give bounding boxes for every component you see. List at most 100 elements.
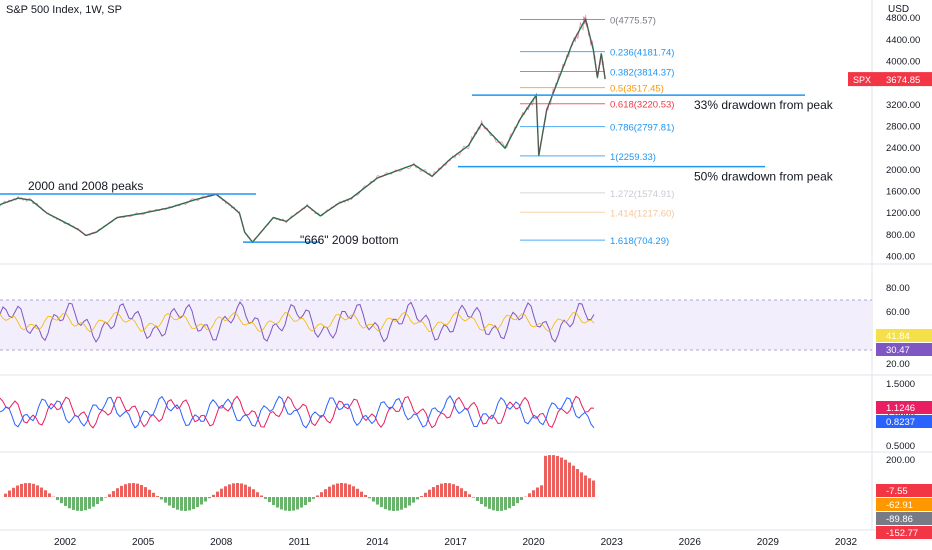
histogram-bar xyxy=(280,497,283,510)
fib-label: 0(4775.57) xyxy=(610,15,656,26)
chart-title: S&P 500 Index, 1W, SP xyxy=(6,4,122,16)
annotations[interactable]: 33% drawdown from peak 50% drawdown from … xyxy=(0,94,834,247)
histogram-bar xyxy=(76,497,79,511)
histogram-bar xyxy=(508,497,511,509)
histogram-bar xyxy=(580,472,583,497)
currency-label: USD xyxy=(888,4,910,15)
histogram-bar xyxy=(264,497,267,499)
histogram-bar xyxy=(224,486,227,497)
histogram-bar xyxy=(140,485,143,497)
histogram-bar xyxy=(160,497,163,500)
price-scale-tick: 2000.00 xyxy=(886,165,920,176)
histogram-bar xyxy=(372,497,375,502)
indicator-panes xyxy=(0,299,872,511)
histogram-bar xyxy=(8,490,11,497)
time-axis-tick: 2026 xyxy=(679,537,702,548)
histogram-bar xyxy=(512,497,515,506)
histogram-bar xyxy=(268,497,271,503)
histogram-bar xyxy=(576,469,579,497)
histogram-bar xyxy=(548,455,551,497)
histogram-bar xyxy=(100,497,103,501)
histogram-bar xyxy=(104,497,107,498)
histogram-bar xyxy=(364,494,367,497)
price-scale-tick: 400.00 xyxy=(886,252,915,263)
histogram-bar xyxy=(552,455,555,497)
time-axis-tick: 2008 xyxy=(210,537,233,548)
annotation-label: 2000 and 2008 peaks xyxy=(28,179,143,193)
histogram-bar xyxy=(492,497,495,511)
histogram-bar xyxy=(204,497,207,502)
price-scale-tick: 4000.00 xyxy=(886,56,920,67)
time-axis-tick: 2005 xyxy=(132,537,155,548)
histogram-bar xyxy=(416,497,419,500)
histogram-bar xyxy=(496,497,499,511)
fib-label: 0.236(4181.74) xyxy=(610,48,674,59)
histogram-bar xyxy=(316,495,319,497)
histogram-bar xyxy=(400,497,403,510)
histogram-bar xyxy=(368,497,371,499)
osc-value-badge xyxy=(876,415,932,428)
histogram-bar xyxy=(420,496,423,497)
rsi-line xyxy=(0,301,595,343)
histogram-bar xyxy=(20,483,23,497)
histogram-bar xyxy=(96,497,99,504)
fib-label: 0.5(3517.45) xyxy=(610,84,664,95)
histogram-bar xyxy=(208,497,211,499)
histogram-bar xyxy=(220,488,223,497)
histogram-bar xyxy=(504,497,507,510)
histogram-bar xyxy=(488,497,491,509)
fib-label: 1.618(704.29) xyxy=(610,236,669,247)
rsi-ma-line xyxy=(0,311,595,333)
histogram-bar xyxy=(304,497,307,506)
price-scale-tick: 4400.00 xyxy=(886,35,920,46)
time-axis-tick: 2017 xyxy=(444,537,467,548)
histogram-bar xyxy=(60,497,63,504)
fibonacci-levels[interactable]: 0(4775.57) 0.236(4181.74) 0.382(3814.37) 0.… xyxy=(520,15,674,247)
histogram-bar xyxy=(136,483,139,497)
rsi-value-badge xyxy=(876,343,932,356)
price-scale[interactable]: 4800.004400.004000.003600.003200.002800.… xyxy=(848,13,932,539)
histogram-bar xyxy=(272,497,275,506)
histogram-bar xyxy=(396,497,399,511)
histogram-bar xyxy=(148,489,151,497)
time-axis[interactable]: 2002 2005 2008 2011 2014 2017 2020 2023 2026 2029… xyxy=(54,537,858,548)
histogram-bar xyxy=(516,497,519,504)
histogram-bar xyxy=(144,487,147,497)
histogram-bar xyxy=(188,497,191,511)
histogram-bar xyxy=(556,455,559,497)
histogram-bar xyxy=(132,483,135,497)
histogram-bar xyxy=(156,496,159,497)
histogram-bar xyxy=(536,487,539,497)
histogram-bar xyxy=(480,497,483,505)
histogram-bar xyxy=(404,497,407,508)
histogram-bar xyxy=(248,486,251,497)
price-scale-tick: 3200.00 xyxy=(886,100,920,111)
histogram-bar xyxy=(320,492,323,497)
histogram-bar xyxy=(324,489,327,497)
histogram-bar xyxy=(424,492,427,497)
hist-value-badge xyxy=(876,498,932,511)
histogram-bar xyxy=(588,478,591,497)
histogram-bar xyxy=(528,493,531,497)
histogram-bar xyxy=(180,497,183,511)
spx-badge xyxy=(848,72,932,87)
histogram-bar xyxy=(64,497,67,507)
histogram-bar xyxy=(16,485,19,497)
histogram-bar xyxy=(468,494,471,497)
histogram-bar xyxy=(464,491,467,497)
hist-value-label: -7.55 xyxy=(886,486,908,497)
histogram-bar xyxy=(300,497,303,508)
price-series xyxy=(0,14,606,244)
hist-value-badge xyxy=(876,526,932,539)
time-axis-tick: 2011 xyxy=(289,537,311,548)
histogram-bar xyxy=(84,497,87,511)
price-scale-tick: 4800.00 xyxy=(886,13,920,24)
spx-badge-label: SPX xyxy=(853,75,871,85)
rsi-tick: 80.00 xyxy=(886,283,910,294)
hist-value-label: -152.77 xyxy=(886,528,918,539)
histogram-bar xyxy=(40,487,43,497)
histogram-bar xyxy=(164,497,167,503)
histogram-bar xyxy=(540,485,543,497)
histogram-bar xyxy=(260,495,263,497)
